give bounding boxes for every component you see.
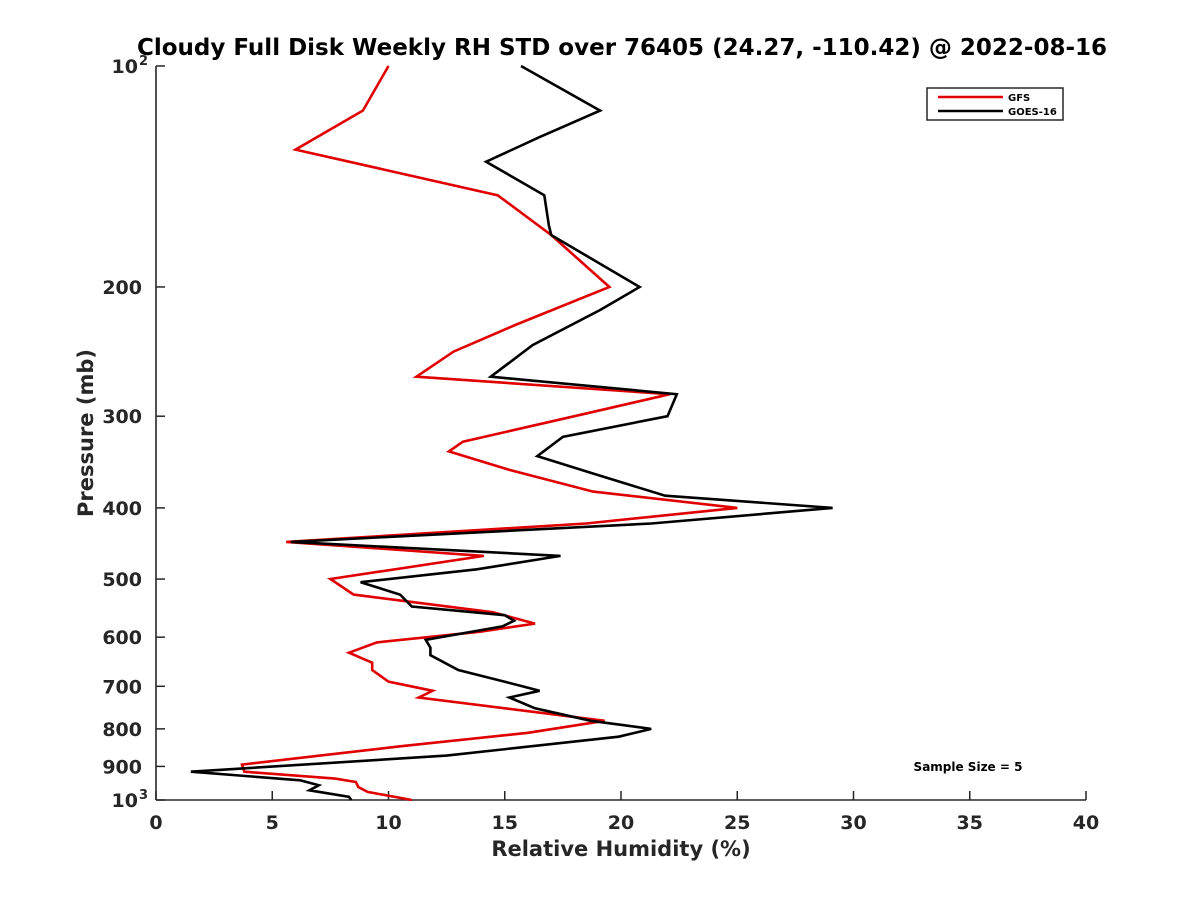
x-tick-label: 0 (149, 812, 162, 834)
x-tick-label: 40 (1073, 812, 1099, 834)
y-tick-label: 900 (102, 756, 142, 778)
y-tick-label: 800 (102, 719, 142, 741)
y-axis-label: Pressure (mb) (74, 349, 98, 517)
x-tick-label: 5 (266, 812, 279, 834)
legend-box (926, 87, 1064, 121)
y-tick-label: 600 (102, 627, 142, 649)
series-lines (190, 64, 833, 802)
x-tick-label: 10 (375, 812, 401, 834)
legend-label: GOES-16 (1008, 107, 1057, 118)
x-axis-label: Relative Humidity (%) (491, 837, 750, 861)
series-line-gfs (240, 65, 738, 802)
y-tick-label: 700 (102, 676, 142, 698)
y-tick-label: 400 (102, 498, 142, 520)
legend-label: GFS (1008, 93, 1030, 104)
y-tick-label: 200 (102, 277, 142, 299)
x-tick-label: 15 (492, 812, 518, 834)
y-tick-label: 500 (102, 569, 142, 591)
x-tick-label: 30 (840, 812, 866, 834)
x-tick-label: 35 (957, 812, 983, 834)
y-tick-label: 10 (112, 56, 138, 78)
x-tick-label: 25 (724, 812, 750, 834)
y-tick-label: 10 (112, 790, 138, 812)
series-line-goes-16 (190, 64, 833, 801)
y-tick-exponent: 2 (139, 54, 148, 69)
y-tick-exponent: 3 (139, 788, 148, 803)
chart-title: Cloudy Full Disk Weekly RH STD over 7640… (137, 35, 1107, 61)
x-axis-ticks: 0 5 10 15 20 25 30 35 40 (149, 791, 1099, 834)
x-tick-label: 20 (608, 812, 634, 834)
legend: GFS GOES-16 (926, 87, 1064, 121)
y-tick-label: 300 (102, 406, 142, 428)
sample-size-note: Sample Size = 5 (914, 760, 1023, 774)
